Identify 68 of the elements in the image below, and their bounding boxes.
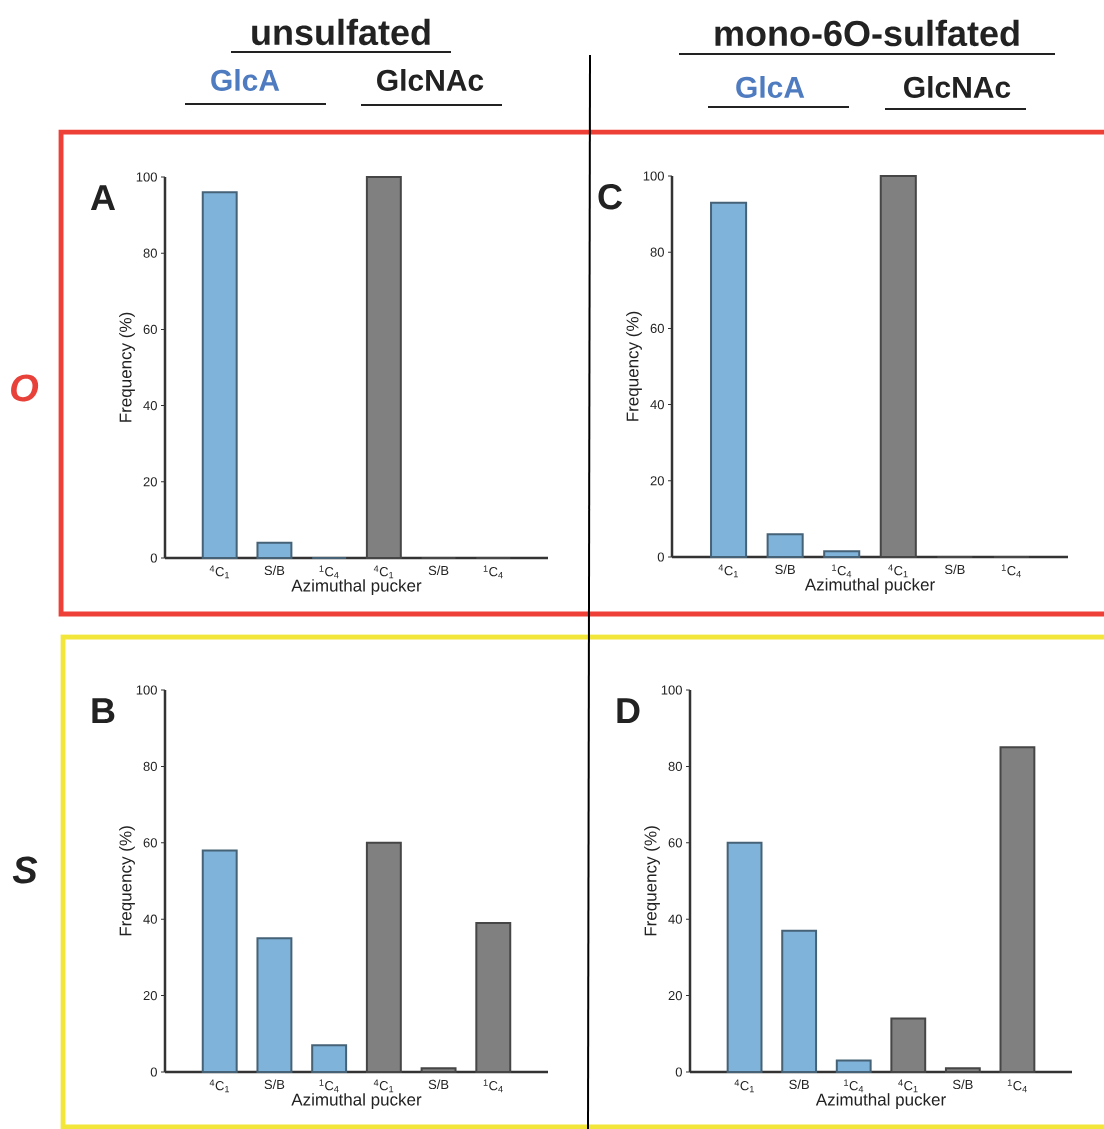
y-tick-label: 40 bbox=[143, 400, 157, 411]
text: GlcA bbox=[211, 68, 280, 92]
x-tick-label: $^{4}$C$_{1}$ bbox=[888, 564, 908, 578]
x-tick-label: S/B bbox=[264, 565, 285, 576]
x-axis-title: Azimuthal pucker bbox=[804, 578, 935, 594]
x-tick-label: $^{4}$C$_{1}$ bbox=[373, 1079, 394, 1093]
chart-title: A bbox=[90, 185, 116, 211]
y-tick-label: 0 bbox=[675, 1067, 682, 1077]
x-tick-label: $^{4}$C$_{1}$ bbox=[898, 1079, 918, 1093]
x-tick-label: $^{4}$C$_{1}$ bbox=[373, 565, 394, 579]
x-tick-label: S/B bbox=[428, 1079, 449, 1090]
x-tick-label: S/B bbox=[264, 1079, 285, 1090]
x-tick-label: S/B bbox=[775, 564, 795, 575]
y-tick-label: 20 bbox=[650, 476, 664, 486]
x-tick-label: S/B bbox=[789, 1079, 809, 1090]
y-tick-label: 60 bbox=[143, 324, 157, 334]
text: S bbox=[12, 856, 38, 884]
chart-title: D bbox=[617, 698, 640, 724]
y-tick-label: 40 bbox=[143, 914, 157, 924]
x-tick-label: $^{1}$C$_{4}$ bbox=[483, 1079, 503, 1093]
x-tick-label: S/B bbox=[952, 1079, 973, 1090]
x-tick-label: $^{1}$C$_{4}$ bbox=[1007, 1079, 1027, 1093]
text: GlcNAc bbox=[904, 75, 1011, 99]
y-tick-label: 60 bbox=[143, 838, 157, 848]
y-tick-label: 100 bbox=[661, 685, 682, 695]
chart-title: C bbox=[598, 183, 623, 210]
y-tick-label: 20 bbox=[668, 990, 682, 1001]
x-tick-label: S/B bbox=[428, 565, 449, 576]
y-axis-title: Frequency (%) bbox=[119, 826, 135, 936]
y-axis-title: Frequency (%) bbox=[119, 312, 135, 422]
y-tick-label: 20 bbox=[143, 477, 157, 487]
x-tick-label: $^{4}$C$_{1}$ bbox=[718, 564, 738, 578]
y-tick-label: 0 bbox=[150, 553, 157, 563]
x-tick-label: S/B bbox=[944, 564, 965, 575]
x-tick-label: $^{1}$C$_{4}$ bbox=[319, 565, 339, 579]
text: GlcNAc bbox=[377, 68, 484, 92]
y-tick-label: 80 bbox=[668, 761, 682, 771]
y-tick-label: 60 bbox=[650, 323, 664, 333]
y-tick-label: 80 bbox=[143, 248, 157, 258]
y-tick-label: 100 bbox=[136, 172, 157, 182]
x-tick-label: $^{1}$C$_{4}$ bbox=[319, 1079, 339, 1093]
x-tick-label: $^{1}$C$_{4}$ bbox=[483, 565, 503, 579]
x-tick-label: $^{1}$C$_{4}$ bbox=[1001, 564, 1021, 578]
x-tick-label: $^{4}$C$_{1}$ bbox=[209, 1079, 230, 1093]
y-tick-label: 40 bbox=[668, 914, 682, 924]
text: O bbox=[11, 374, 39, 402]
x-tick-label: $^{1}$C$_{4}$ bbox=[844, 1079, 864, 1093]
x-axis-title: Azimuthal pucker bbox=[291, 1093, 422, 1109]
y-tick-label: 20 bbox=[143, 990, 157, 1001]
x-axis-title: Azimuthal pucker bbox=[815, 1093, 946, 1109]
y-tick-label: 40 bbox=[650, 399, 664, 410]
x-tick-label: $^{1}$C$_{4}$ bbox=[832, 564, 852, 578]
y-tick-label: 80 bbox=[650, 247, 664, 257]
x-axis-title: Azimuthal pucker bbox=[291, 579, 422, 595]
text: GlcA bbox=[736, 75, 805, 99]
x-tick-label: $^{4}$C$_{1}$ bbox=[734, 1079, 754, 1093]
y-tick-label: 100 bbox=[136, 685, 157, 695]
text: mono-6O-sulfated bbox=[715, 19, 1019, 47]
y-axis-title: Frequency (%) bbox=[644, 826, 660, 936]
y-tick-label: 0 bbox=[150, 1067, 157, 1077]
text: unsulfated bbox=[252, 18, 430, 46]
y-axis-title: Frequency (%) bbox=[626, 311, 642, 421]
y-tick-label: 0 bbox=[657, 552, 664, 562]
y-tick-label: 80 bbox=[143, 761, 157, 771]
y-tick-label: 100 bbox=[643, 171, 664, 181]
chart-title: B bbox=[92, 698, 115, 724]
y-tick-label: 60 bbox=[668, 838, 682, 848]
x-tick-label: $^{4}$C$_{1}$ bbox=[209, 565, 230, 579]
